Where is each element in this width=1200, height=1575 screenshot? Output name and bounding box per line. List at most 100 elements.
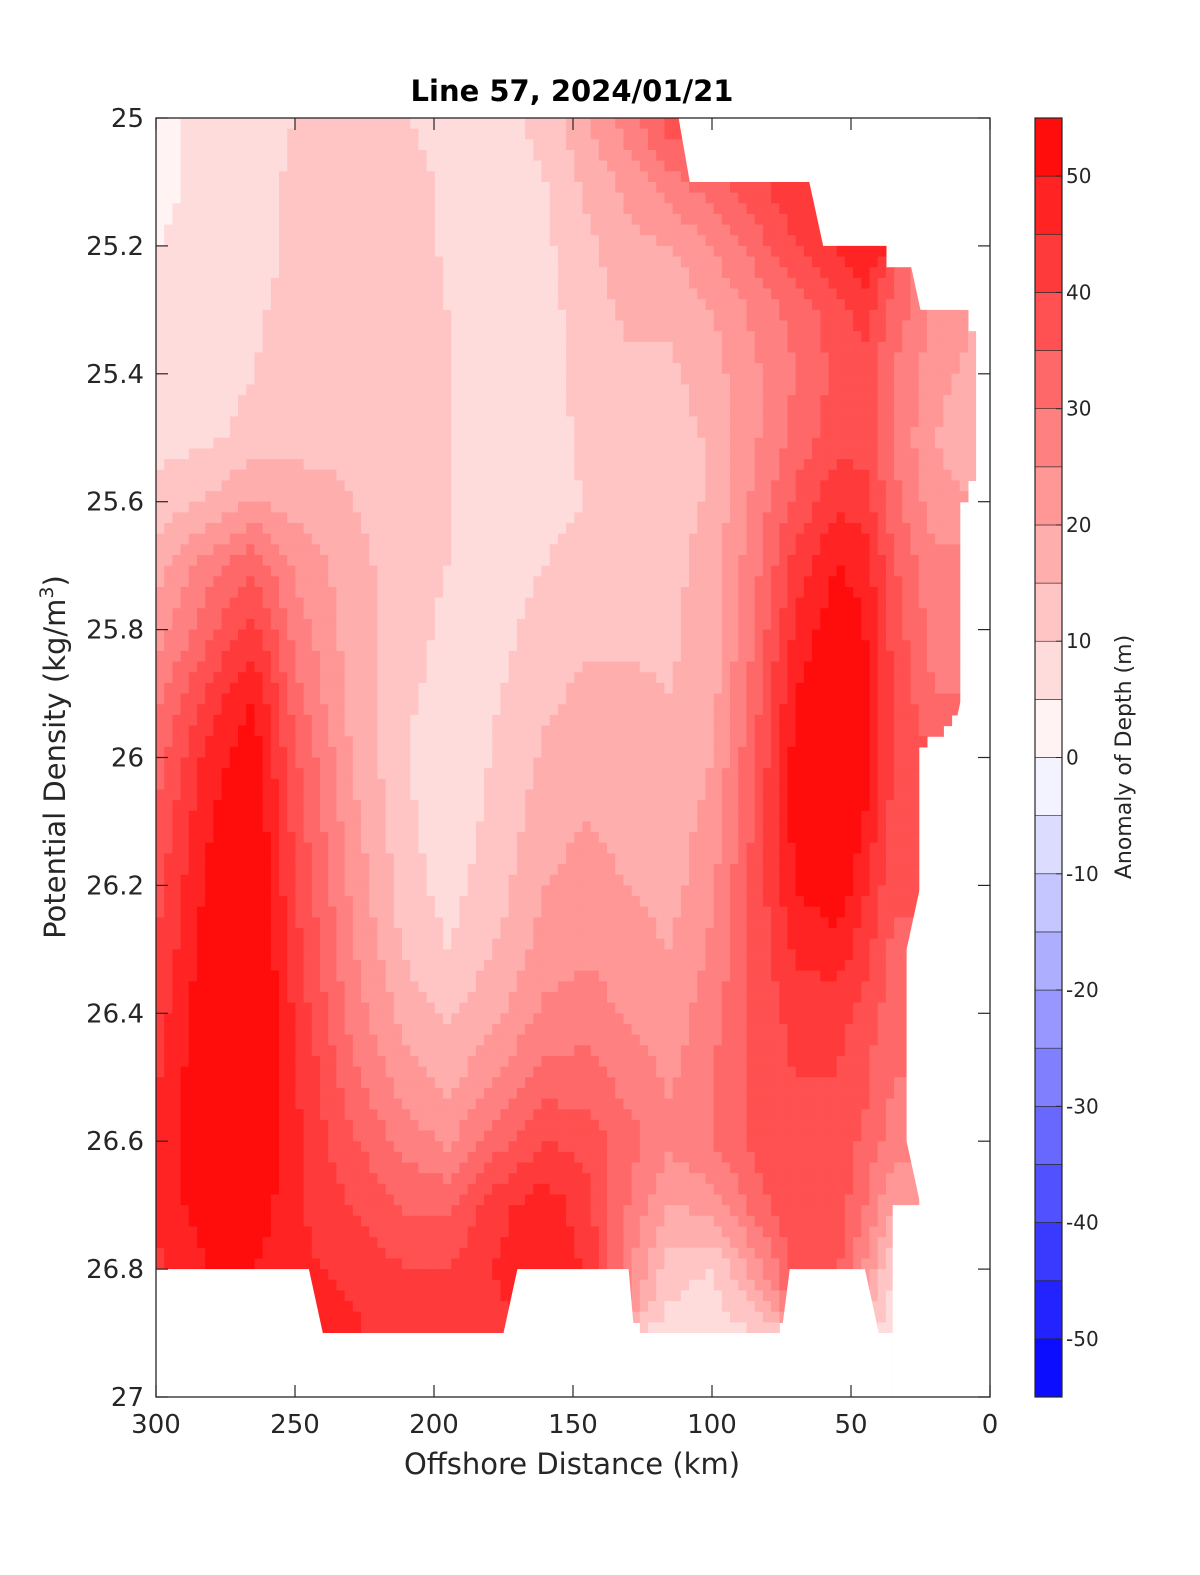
heatmap-cell xyxy=(295,533,305,545)
heatmap-cell xyxy=(402,245,411,258)
heatmap-cell xyxy=(926,544,936,556)
heatmap-cell xyxy=(205,267,215,279)
heatmap-cell xyxy=(229,661,239,673)
heatmap-cell xyxy=(516,586,526,599)
heatmap-cell xyxy=(779,405,789,418)
heatmap-cell xyxy=(894,576,903,588)
heatmap-cell xyxy=(533,299,543,311)
heatmap-cell xyxy=(484,650,493,663)
heatmap-cell xyxy=(615,245,625,258)
heatmap-cell xyxy=(443,618,452,631)
heatmap-cell xyxy=(443,288,452,300)
heatmap-cell xyxy=(197,565,206,577)
heatmap-cell xyxy=(180,544,190,556)
heatmap-cell xyxy=(787,640,797,652)
heatmap-cell xyxy=(730,586,739,599)
heatmap-cell xyxy=(188,523,198,535)
heatmap-cell xyxy=(369,427,379,439)
heatmap-cell xyxy=(418,299,428,311)
heatmap-cell xyxy=(475,565,485,577)
heatmap-cell xyxy=(828,501,838,513)
heatmap-cell xyxy=(648,491,657,503)
heatmap-cell xyxy=(172,650,182,663)
heatmap-cell xyxy=(295,405,305,418)
heatmap-cell xyxy=(730,597,739,609)
heatmap-cell xyxy=(156,523,165,535)
heatmap-cell xyxy=(836,554,846,567)
heatmap-cell xyxy=(861,480,871,492)
heatmap-cell xyxy=(229,139,239,151)
heatmap-cell xyxy=(877,480,887,492)
heatmap-cell xyxy=(426,469,436,481)
heatmap-cell xyxy=(361,363,370,375)
heatmap-cell xyxy=(336,469,346,481)
heatmap-cell xyxy=(238,448,247,460)
heatmap-cell xyxy=(935,501,944,513)
heatmap-cell xyxy=(328,235,338,247)
heatmap-cell xyxy=(754,373,764,386)
heatmap-cell xyxy=(697,427,707,439)
heatmap-cell xyxy=(541,341,551,354)
heatmap-cell xyxy=(885,352,895,364)
heatmap-cell xyxy=(500,384,510,396)
heatmap-cell xyxy=(885,501,895,513)
heatmap-cell xyxy=(836,650,846,663)
heatmap-cell xyxy=(967,373,977,386)
heatmap-cell xyxy=(451,373,461,386)
heatmap-cell xyxy=(213,331,223,343)
heatmap-cell xyxy=(951,384,961,396)
heatmap-cell xyxy=(221,618,231,631)
heatmap-cell xyxy=(861,618,871,631)
heatmap-cell xyxy=(402,533,411,545)
heatmap-cell xyxy=(246,618,256,631)
heatmap-cell xyxy=(467,341,477,354)
heatmap-cell xyxy=(402,363,411,375)
heatmap-cell xyxy=(639,523,649,535)
heatmap-cell xyxy=(180,256,190,268)
heatmap-cell xyxy=(443,597,452,609)
heatmap-cell xyxy=(500,597,510,609)
heatmap-cell xyxy=(803,405,813,418)
heatmap-cell xyxy=(213,523,223,535)
heatmap-cell xyxy=(533,384,543,396)
heatmap-cell xyxy=(541,267,551,279)
heatmap-cell xyxy=(689,672,698,684)
heatmap-cell xyxy=(188,267,198,279)
heatmap-cell xyxy=(328,181,338,194)
heatmap-cell xyxy=(426,576,436,588)
heatmap-cell xyxy=(607,363,616,375)
heatmap-cell xyxy=(188,544,198,556)
heatmap-cell xyxy=(500,469,510,481)
heatmap-cell xyxy=(402,139,411,151)
heatmap-cell xyxy=(246,501,256,513)
heatmap-cell xyxy=(500,523,510,535)
heatmap-cell xyxy=(246,341,256,354)
heatmap-cell xyxy=(762,608,772,620)
heatmap-cell xyxy=(582,299,592,311)
heatmap-cell xyxy=(566,608,575,620)
heatmap-cell xyxy=(311,160,321,172)
heatmap-cell xyxy=(844,352,854,364)
heatmap-cell xyxy=(229,267,239,279)
heatmap-cell xyxy=(590,480,600,492)
heatmap-cell xyxy=(238,597,247,609)
heatmap-cell xyxy=(730,448,739,460)
heatmap-cell xyxy=(467,629,477,641)
heatmap-cell xyxy=(320,618,329,631)
heatmap-cell xyxy=(557,213,567,226)
heatmap-cell xyxy=(344,384,354,396)
heatmap-cell xyxy=(910,586,920,599)
heatmap-cell xyxy=(656,288,666,300)
heatmap-cell xyxy=(607,640,616,652)
heatmap-cell xyxy=(443,245,452,258)
heatmap-cell xyxy=(402,405,411,418)
heatmap-cell xyxy=(541,437,551,450)
heatmap-cell xyxy=(426,533,436,545)
heatmap-cell xyxy=(549,235,559,247)
heatmap-cell xyxy=(639,373,649,386)
heatmap-cell xyxy=(557,629,567,641)
heatmap-cell xyxy=(672,384,682,396)
heatmap-cell xyxy=(188,597,198,609)
heatmap-cell xyxy=(746,181,756,194)
heatmap-cell xyxy=(344,480,354,492)
